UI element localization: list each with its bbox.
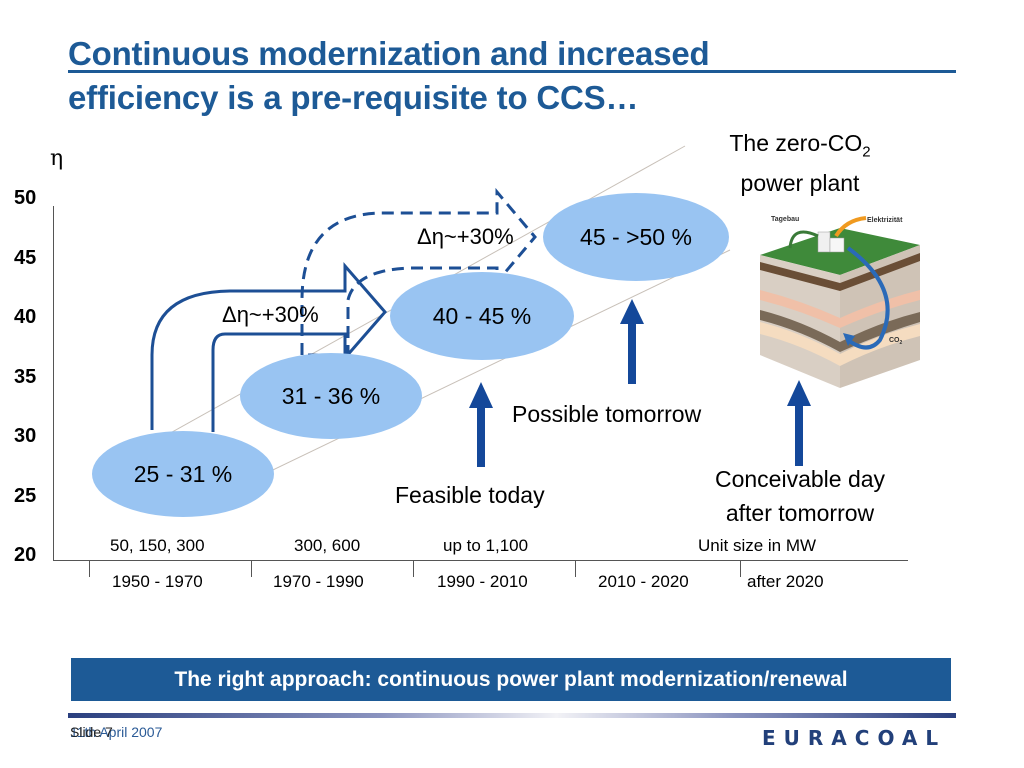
efficiency-ellipse-1970: 31 - 36 % <box>240 353 422 439</box>
x-tick <box>575 561 576 577</box>
slide-title: Continuous modernization and increased e… <box>68 32 710 120</box>
guide-line-lower <box>199 249 731 506</box>
milestone-conceivable-line1: Conceivable day <box>714 466 886 492</box>
x-axis-line <box>53 560 908 561</box>
efficiency-label: 45 - >50 % <box>580 223 692 250</box>
x-tick <box>251 561 252 577</box>
x-tick <box>740 561 741 577</box>
period-2010-2020: 2010 - 2020 <box>598 572 689 591</box>
unit-size-1970: 300, 600 <box>294 536 361 555</box>
unit-size-1950: 50, 150, 300 <box>110 536 205 555</box>
unit-size-caption: Unit size in MW <box>698 536 817 555</box>
milestone-feasible-today: Feasible today <box>395 482 545 508</box>
milestone-conceivable: Conceivable day after tomorrow <box>690 462 910 530</box>
efficiency-ellipse-1990: 40 - 45 % <box>390 272 574 360</box>
milestone-conceivable-line2: after tomorrow <box>725 500 875 526</box>
y-tick-35: 35 <box>14 366 37 388</box>
dashed-improvement-arrow <box>300 187 537 357</box>
solid-improvement-arrow <box>150 261 387 432</box>
y-tick-45: 45 <box>14 247 37 269</box>
efficiency-ellipse-2010: 45 - >50 % <box>543 193 729 281</box>
y-tick-20: 20 <box>14 544 37 566</box>
period-1990-2010: 1990 - 2010 <box>437 572 528 591</box>
plant-title-line2: power plant <box>740 169 860 196</box>
period-1950-1970: 1950 - 1970 <box>112 572 203 591</box>
zero-co2-plant-illustration: Tagebau Elektrizität CO2 <box>760 216 920 388</box>
title-underline <box>68 70 956 73</box>
conclusion-banner-text: The right approach: continuous power pla… <box>174 667 848 691</box>
y-tick-50: 50 <box>14 187 37 209</box>
efficiency-label: 40 - 45 % <box>432 302 532 329</box>
x-tick <box>89 561 90 577</box>
y-axis-line <box>53 206 54 561</box>
plant-label-mine: Tagebau <box>771 216 799 223</box>
up-arrow-after-tomorrow <box>787 380 811 466</box>
up-arrow-today <box>469 382 493 467</box>
y-axis-symbol: η <box>50 146 64 171</box>
conclusion-banner: The right approach: continuous power pla… <box>71 658 951 701</box>
efficiency-label: 31 - 36 % <box>281 382 381 409</box>
up-arrow-tomorrow <box>620 299 644 384</box>
period-1970-1990: 1970 - 1990 <box>273 572 364 591</box>
plant-label-co2: CO2 <box>889 337 903 346</box>
efficiency-ellipse-1950: 25 - 31 % <box>92 431 274 517</box>
slide-title-line1: Continuous modernization and increased <box>68 35 710 72</box>
unit-size-1990: up to 1,100 <box>443 536 529 555</box>
footer-date: 11th April 2007 <box>70 724 163 740</box>
delta-eta-label-dashed: Δη~+30% <box>417 224 514 249</box>
footer-rule <box>68 713 956 718</box>
footer-slide-number: Slide 7 <box>70 724 113 740</box>
y-tick-25: 25 <box>14 485 37 507</box>
x-tick <box>413 561 414 577</box>
zero-co2-plant-title: The zero-CO2 power plant <box>700 128 900 199</box>
delta-eta-label-solid: Δη~+30% <box>222 302 319 327</box>
plant-label-electricity: Elektrizität <box>867 217 903 224</box>
slide-title-line2: efficiency is a pre-requisite to CCS… <box>68 79 639 116</box>
y-tick-30: 30 <box>14 425 37 447</box>
euracoal-logo: EURACOAL <box>762 726 947 750</box>
y-tick-40: 40 <box>14 306 37 328</box>
milestone-possible-tomorrow: Possible tomorrow <box>512 401 702 427</box>
period-after-2020: after 2020 <box>747 572 824 591</box>
plant-title-subscript: 2 <box>862 143 871 161</box>
plant-title-text: The zero-CO <box>729 130 863 156</box>
efficiency-label: 25 - 31 % <box>133 460 233 487</box>
